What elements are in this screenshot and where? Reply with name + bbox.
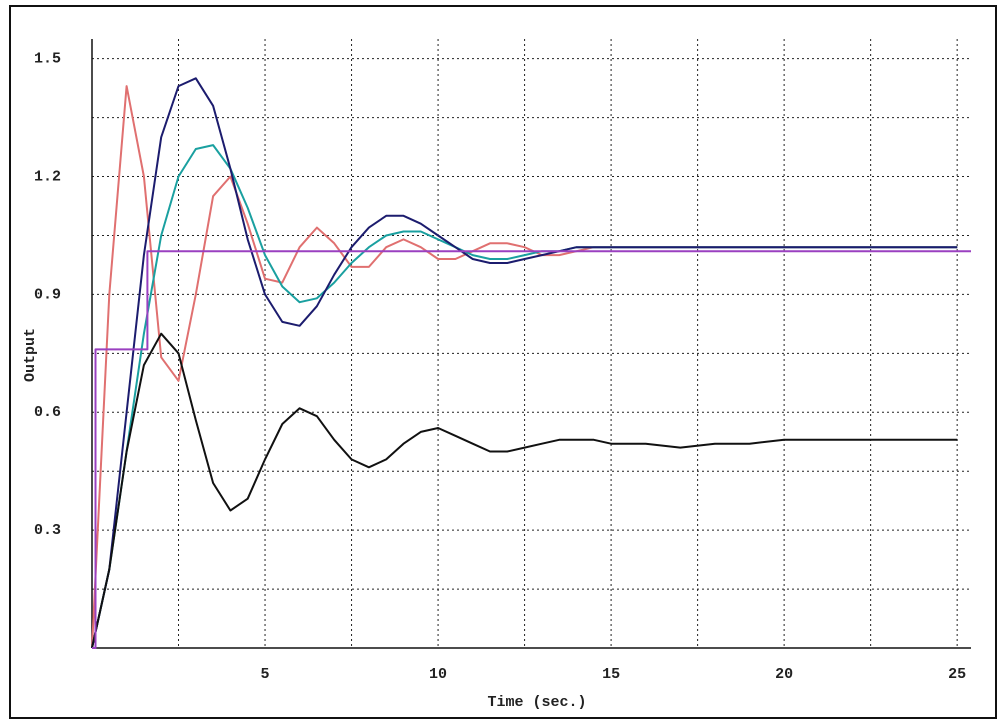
x-tick-label: 25 bbox=[948, 666, 966, 683]
x-axis-label: Time (sec.) bbox=[487, 694, 586, 711]
response-line bbox=[91, 332, 958, 649]
response-line bbox=[92, 250, 971, 649]
y-tick-label: 0.9 bbox=[34, 286, 61, 303]
frame bbox=[9, 5, 997, 719]
x-tick-label: 15 bbox=[602, 666, 620, 683]
x-tick-label: 5 bbox=[261, 666, 270, 683]
y-axis-label: Output bbox=[22, 328, 39, 382]
y-tick-label: 0.3 bbox=[34, 522, 61, 539]
x-tick-label: 10 bbox=[429, 666, 447, 683]
response-line bbox=[91, 77, 958, 649]
x-tick-label: 20 bbox=[775, 666, 793, 683]
y-tick-label: 0.6 bbox=[34, 404, 61, 421]
y-tick-label: 1.2 bbox=[34, 168, 61, 185]
y-tick-label: 1.5 bbox=[34, 51, 61, 68]
